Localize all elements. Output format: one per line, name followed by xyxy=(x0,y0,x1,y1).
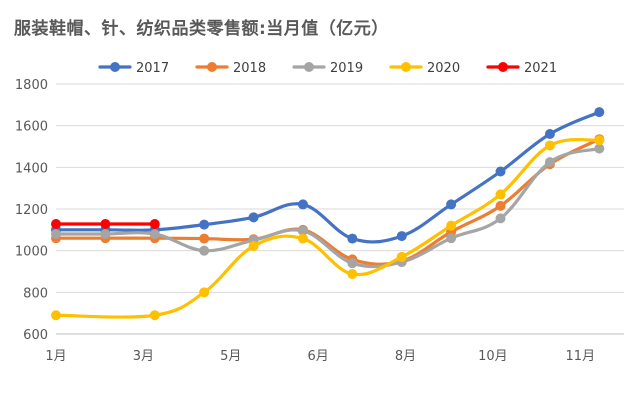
data-point-2019 xyxy=(594,143,605,154)
y-tick-label: 800 xyxy=(23,286,48,301)
legend-item-2017: 2017 xyxy=(98,61,169,76)
data-point-2019 xyxy=(495,213,506,224)
data-point-2019 xyxy=(544,157,555,168)
legend-item-2021: 2021 xyxy=(486,61,557,76)
legend-marker xyxy=(401,62,411,72)
x-tick-label: 1月 xyxy=(45,349,66,364)
data-point-2021 xyxy=(149,219,160,229)
data-point-2017 xyxy=(297,199,308,210)
data-point-2018 xyxy=(199,233,210,244)
legend-marker xyxy=(304,62,314,72)
legend-marker xyxy=(110,62,120,72)
data-point-2017 xyxy=(347,233,358,244)
data-point-2019 xyxy=(51,229,61,239)
x-axis-ticks: 1月 3月 5月 6月 8月 10月 11月 xyxy=(45,349,595,364)
legend-label: 2021 xyxy=(524,61,557,76)
data-point-2020 xyxy=(199,287,210,298)
legend-item-2018: 2018 xyxy=(195,61,266,76)
y-tick-label: 1000 xyxy=(15,245,48,260)
chart-title: 服装鞋帽、针、纺织品类零售额:当月值（亿元） xyxy=(14,19,389,39)
data-point-2019 xyxy=(149,229,160,239)
y-tick-label: 600 xyxy=(23,328,48,343)
series-line-2020 xyxy=(54,137,601,319)
data-point-2019 xyxy=(347,258,358,269)
x-tick-label: 5月 xyxy=(220,349,241,364)
legend-marker xyxy=(498,62,508,72)
legend-label: 2018 xyxy=(233,61,266,76)
x-tick-label: 8月 xyxy=(395,349,416,364)
data-point-2017 xyxy=(594,107,605,118)
data-point-2020 xyxy=(51,310,61,321)
data-point-2017 xyxy=(544,129,555,139)
x-tick-label: 3月 xyxy=(133,349,154,364)
legend: 2017 2018 2019 2020 2021 xyxy=(98,61,557,76)
data-point-2020 xyxy=(347,269,358,279)
series-2019 xyxy=(51,143,605,269)
data-point-2020 xyxy=(594,135,605,146)
data-point-2017 xyxy=(199,219,210,230)
data-point-2020 xyxy=(297,233,308,244)
data-point-2020 xyxy=(396,251,407,262)
grid-lines xyxy=(56,83,624,335)
data-point-2019 xyxy=(297,225,308,236)
y-tick-label: 1800 xyxy=(15,78,48,93)
data-point-2020 xyxy=(248,241,259,252)
x-tick-label: 10月 xyxy=(478,349,508,364)
data-point-2017 xyxy=(446,199,457,210)
y-tick-label: 1200 xyxy=(15,203,48,218)
data-point-2017 xyxy=(495,166,506,177)
data-point-2021 xyxy=(51,219,61,229)
legend-label: 2017 xyxy=(136,61,169,76)
y-tick-label: 1400 xyxy=(15,161,48,176)
data-point-2020 xyxy=(544,140,555,151)
x-tick-label: 6月 xyxy=(308,349,329,364)
series-lines xyxy=(51,107,605,321)
series-2021 xyxy=(51,219,160,229)
x-tick-label: 11月 xyxy=(566,349,596,364)
y-axis-ticks: 600 800 1000 1200 1400 1600 1800 xyxy=(15,78,48,343)
data-point-2018 xyxy=(495,200,506,211)
legend-label: 2020 xyxy=(427,61,460,76)
legend-label: 2019 xyxy=(330,61,363,76)
data-point-2019 xyxy=(100,229,111,239)
series-line-2019 xyxy=(54,146,601,269)
data-point-2020 xyxy=(495,189,506,200)
data-point-2021 xyxy=(100,219,111,229)
data-point-2019 xyxy=(446,233,457,244)
data-point-2017 xyxy=(248,212,259,223)
data-point-2020 xyxy=(149,310,160,321)
y-tick-label: 1600 xyxy=(15,120,48,135)
data-point-2020 xyxy=(446,220,457,231)
legend-item-2020: 2020 xyxy=(389,61,460,76)
data-point-2019 xyxy=(199,245,210,256)
legend-marker xyxy=(207,62,217,72)
legend-item-2019: 2019 xyxy=(292,61,363,76)
series-2020 xyxy=(51,135,605,321)
data-point-2017 xyxy=(396,231,407,242)
